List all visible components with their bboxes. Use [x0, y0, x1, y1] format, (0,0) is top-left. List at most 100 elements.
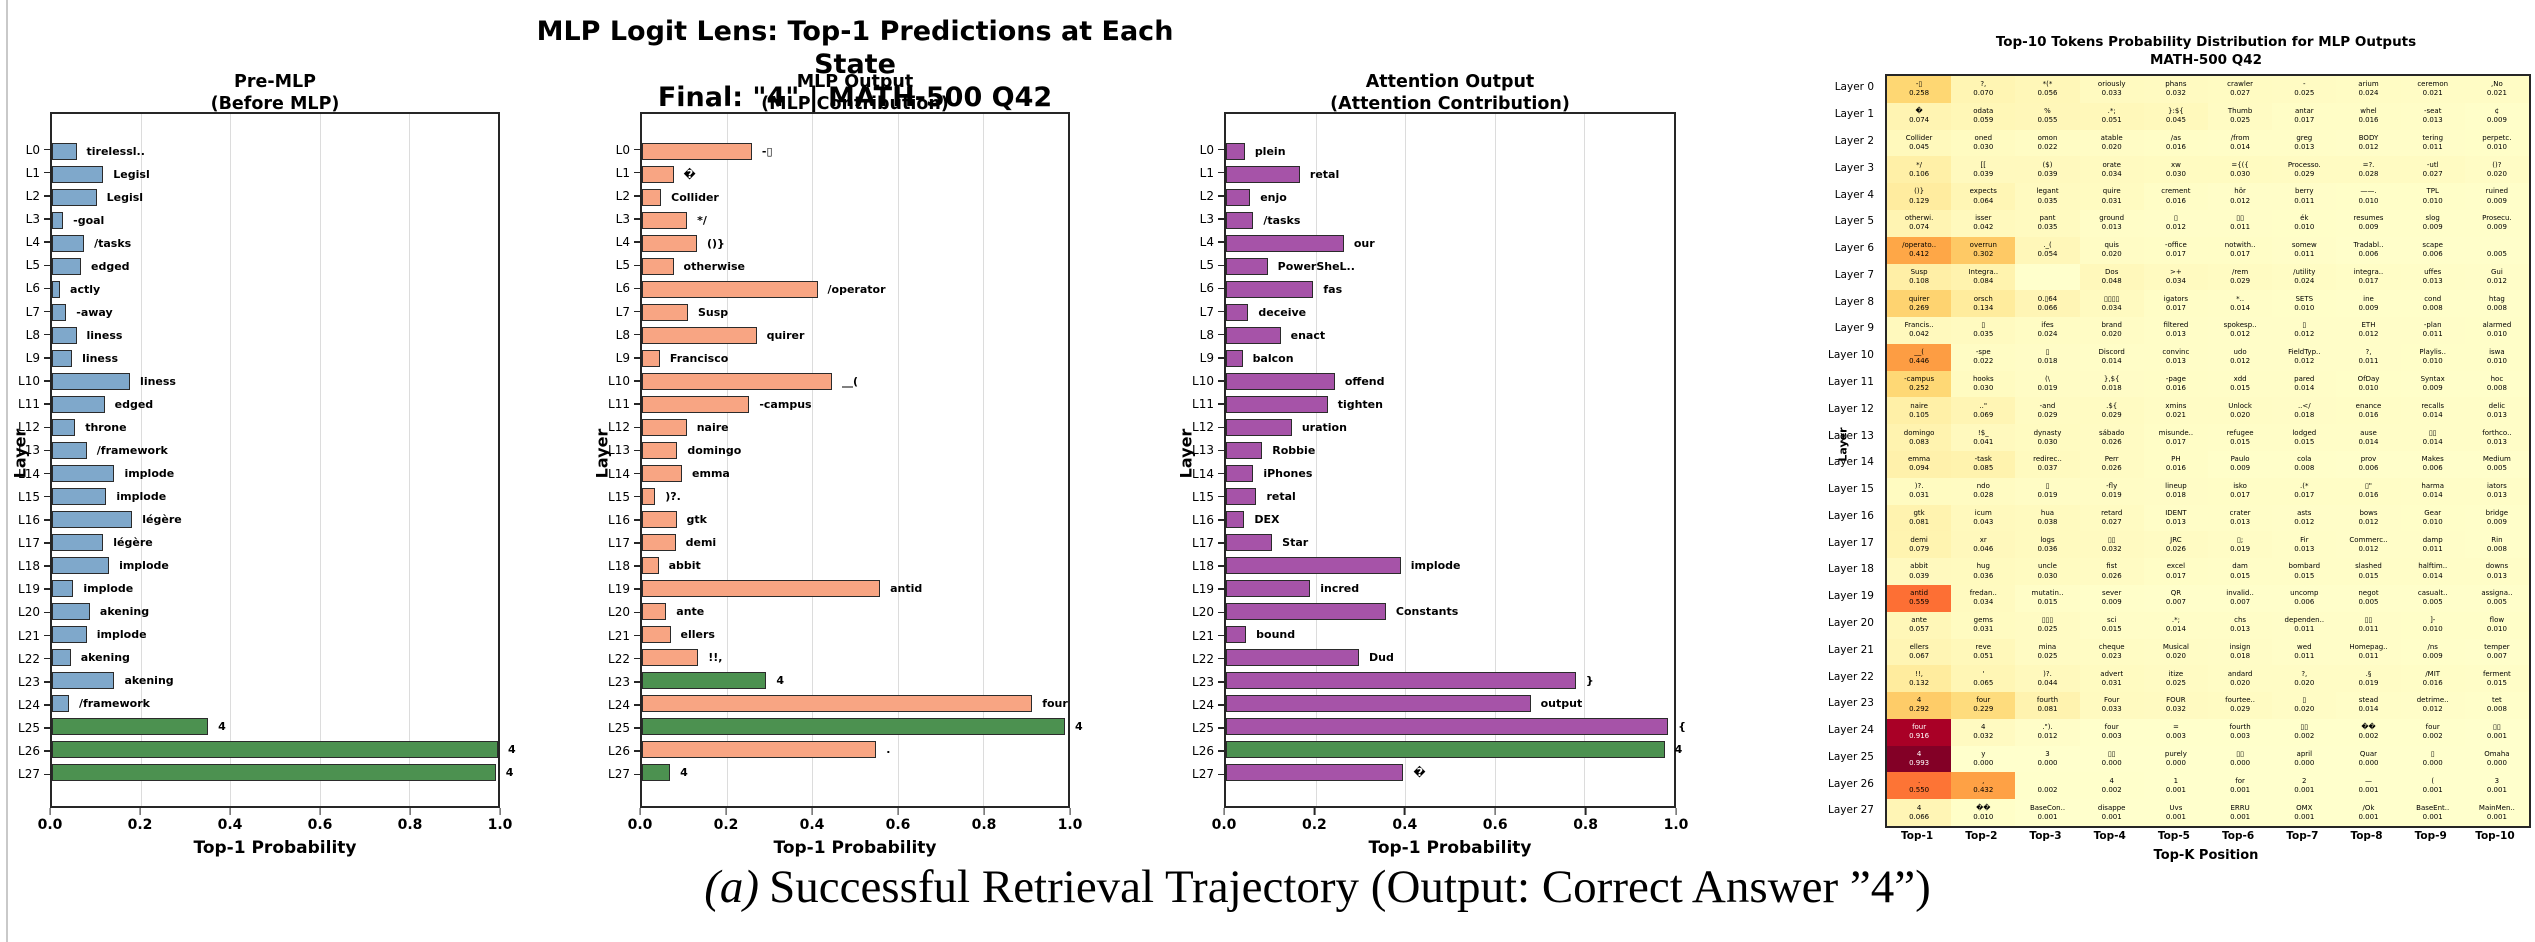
heatmap-cell: misunde.. 0.017 — [2143, 424, 2208, 451]
heatmap-cell: odata 0.059 — [1951, 102, 2016, 130]
cell-value: 0.031 — [2101, 196, 2122, 205]
cell-value: 0.018 — [2230, 651, 2251, 660]
cell-token: emma — [1907, 455, 1931, 464]
cell-value: 0.016 — [2165, 384, 2186, 393]
cell-token: /rem — [2231, 267, 2249, 276]
bar-token-label: implode — [116, 490, 167, 503]
heatmap-row-label: Layer 2 — [1834, 134, 1874, 147]
bar — [52, 534, 104, 551]
heatmap-cell: Syntax 0.009 — [2400, 370, 2465, 398]
y-tick-label: L7 — [590, 300, 640, 323]
heatmap-cell: bridge 0.009 — [2464, 504, 2529, 532]
bar — [52, 258, 81, 275]
heatmap-cell: april 0.000 — [2272, 745, 2337, 773]
heatmap-cell: somew 0.011 — [2272, 236, 2337, 264]
heatmap-cell: .*; 0.051 — [2079, 102, 2144, 130]
bar-token-label: ellers — [680, 628, 715, 641]
bar-row: actly — [52, 278, 498, 301]
cell-value: 0.037 — [2037, 464, 2058, 473]
heatmap-cell: ?, 0.020 — [2272, 665, 2337, 693]
cell-value: 0.012 — [2422, 705, 2443, 714]
heatmap-cell: Rin 0.008 — [2464, 531, 2529, 559]
bar-row: Francisco — [642, 347, 1068, 370]
cell-token: /as — [2170, 133, 2182, 142]
y-tick-label: L11 — [590, 393, 640, 416]
bar — [642, 143, 752, 160]
heatmap-cell: isser 0.042 — [1951, 209, 2016, 237]
bar — [642, 580, 881, 597]
cell-token: Prosecu. — [2482, 214, 2512, 223]
y-tick-label: L19 — [0, 578, 50, 601]
y-tick-label: L18 — [0, 555, 50, 578]
cell-token: ▯; — [2236, 535, 2244, 544]
y-tick-label: L6 — [590, 277, 640, 300]
bar — [52, 488, 107, 505]
cell-token: TPL — [2426, 187, 2439, 196]
heatmap-cell: ▯ 0.018 — [2015, 343, 2080, 371]
cell-token: ¢ — [2494, 107, 2500, 116]
cell-value: 0.019 — [2037, 491, 2058, 500]
mlp-output-x-axis-label: Top-1 Probability — [773, 838, 937, 858]
attention-output-y-tick-labels: L0 L1 L2 L3 L4 L5 L6 L7 L8 L9 L10 L11 L12 L13 L14 L15 L1… — [1174, 112, 1224, 808]
bar-row: 4 — [52, 761, 513, 784]
cell-value: 0.083 — [1909, 437, 1930, 446]
cell-value: 0.007 — [2230, 598, 2251, 607]
heatmap-row-label: Layer 5 — [1834, 215, 1874, 228]
heatmap-cell: = 0.003 — [2143, 718, 2208, 746]
heatmap-x-axis-label: Top-K Position — [2153, 848, 2259, 863]
cell-value: 0.026 — [2101, 571, 2122, 580]
cell-token: -office — [2164, 241, 2187, 249]
x-tick: 0.6 — [308, 808, 332, 833]
x-tick-value: 1.0 — [1057, 817, 1083, 833]
cell-token: */ — [1916, 160, 1923, 169]
cell-token: purely — [2164, 749, 2187, 758]
bar — [52, 695, 69, 712]
cell-token: quis — [2104, 241, 2119, 249]
bar-row: demi — [642, 531, 1068, 554]
bar-token-label: retal — [1309, 168, 1340, 181]
bar — [1226, 350, 1243, 367]
heatmap-cell: slashed 0.015 — [2336, 558, 2401, 585]
cell-value: 0.015 — [2230, 384, 2251, 393]
x-tick-mark — [983, 808, 985, 815]
heatmap-cell: ▯▯ 0.000 — [2079, 745, 2144, 773]
cell-value: 0.001 — [2358, 785, 2379, 794]
bar-token-label: � — [683, 168, 696, 181]
heatmap-cell: atable 0.020 — [2079, 129, 2144, 157]
cell-value: 0.035 — [1973, 330, 1994, 339]
cell-value: 0.011 — [2358, 625, 2379, 634]
heatmap-cell: gtk 0.081 — [1887, 504, 1952, 532]
cell-value: 0.008 — [2486, 544, 2507, 553]
y-tick-label: L13 — [0, 439, 50, 462]
heatmap-cell: ground 0.013 — [2079, 209, 2144, 237]
heatmap-cell: crement 0.016 — [2143, 183, 2208, 210]
cell-token: omon — [2037, 133, 2058, 142]
cell-token — [2496, 241, 2498, 250]
x-tick-value: 0.6 — [1482, 817, 1508, 833]
bar-row: implode — [52, 462, 498, 485]
cell-token: Musical — [2162, 642, 2189, 651]
bar-row: ellers — [642, 623, 1068, 646]
heatmap-cell: crater 0.013 — [2207, 504, 2273, 532]
x-tick: 0.0 — [1212, 808, 1236, 833]
bar — [52, 649, 71, 666]
heatmap-cell: ▯; 0.019 — [2207, 531, 2273, 559]
cell-token: pant — [2039, 214, 2056, 223]
cell-value: 0.069 — [1973, 410, 1994, 419]
heatmap-cell: ▯▯ 0.011 — [2336, 611, 2401, 639]
heatmap-cell: Quar 0.000 — [2336, 745, 2401, 773]
heatmap-cell: logs 0.036 — [2015, 531, 2080, 559]
y-tick-label: L10 — [0, 369, 50, 392]
heatmap-row-label: Layer 9 — [1834, 322, 1874, 335]
cell-token: /ns — [2427, 642, 2438, 651]
cell-token: Gui — [2490, 267, 2503, 276]
bar-token-label: 4 — [1075, 720, 1083, 733]
cell-value: 0.000 — [2037, 759, 2058, 768]
bar-row: { — [1226, 715, 1686, 738]
x-tick-mark — [811, 808, 813, 815]
heatmap-cell: Discord 0.014 — [2079, 343, 2144, 371]
heatmap-cell: .(* 0.017 — [2272, 477, 2337, 505]
cell-value: 0.011 — [2358, 651, 2379, 660]
heatmap-cell: expects 0.064 — [1951, 183, 2016, 210]
cell-token: Uvs — [2169, 803, 2183, 812]
